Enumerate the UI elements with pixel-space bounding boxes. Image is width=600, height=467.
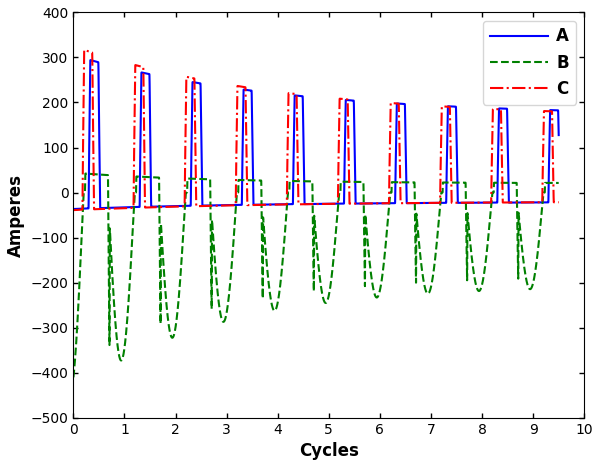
- A: [87, 57, 94, 63]
- B: [330, 255, 337, 260]
- A: [139, 70, 146, 76]
- C: [224, 203, 231, 208]
- Y-axis label: Amperes: Amperes: [7, 174, 25, 256]
- B: [70, 375, 77, 380]
- C: [106, 206, 113, 212]
- A: [168, 204, 175, 209]
- B: [82, 171, 89, 177]
- Line: A: A: [73, 60, 559, 209]
- B: [139, 174, 146, 180]
- Line: C: C: [73, 50, 559, 210]
- B: [106, 338, 113, 344]
- A: [555, 132, 562, 138]
- A: [330, 201, 337, 206]
- B: [555, 180, 562, 186]
- Legend: A, B, C: A, B, C: [483, 21, 576, 105]
- B: [168, 334, 175, 340]
- A: [70, 206, 77, 212]
- C: [330, 201, 337, 207]
- X-axis label: Cycles: Cycles: [299, 442, 359, 460]
- Line: B: B: [73, 174, 559, 377]
- C: [70, 207, 77, 213]
- C: [80, 47, 88, 53]
- A: [224, 202, 231, 208]
- A: [164, 204, 172, 209]
- C: [168, 204, 175, 210]
- B: [224, 304, 231, 309]
- B: [164, 315, 172, 320]
- C: [164, 204, 172, 210]
- A: [106, 205, 113, 211]
- C: [139, 64, 146, 70]
- C: [555, 199, 562, 205]
